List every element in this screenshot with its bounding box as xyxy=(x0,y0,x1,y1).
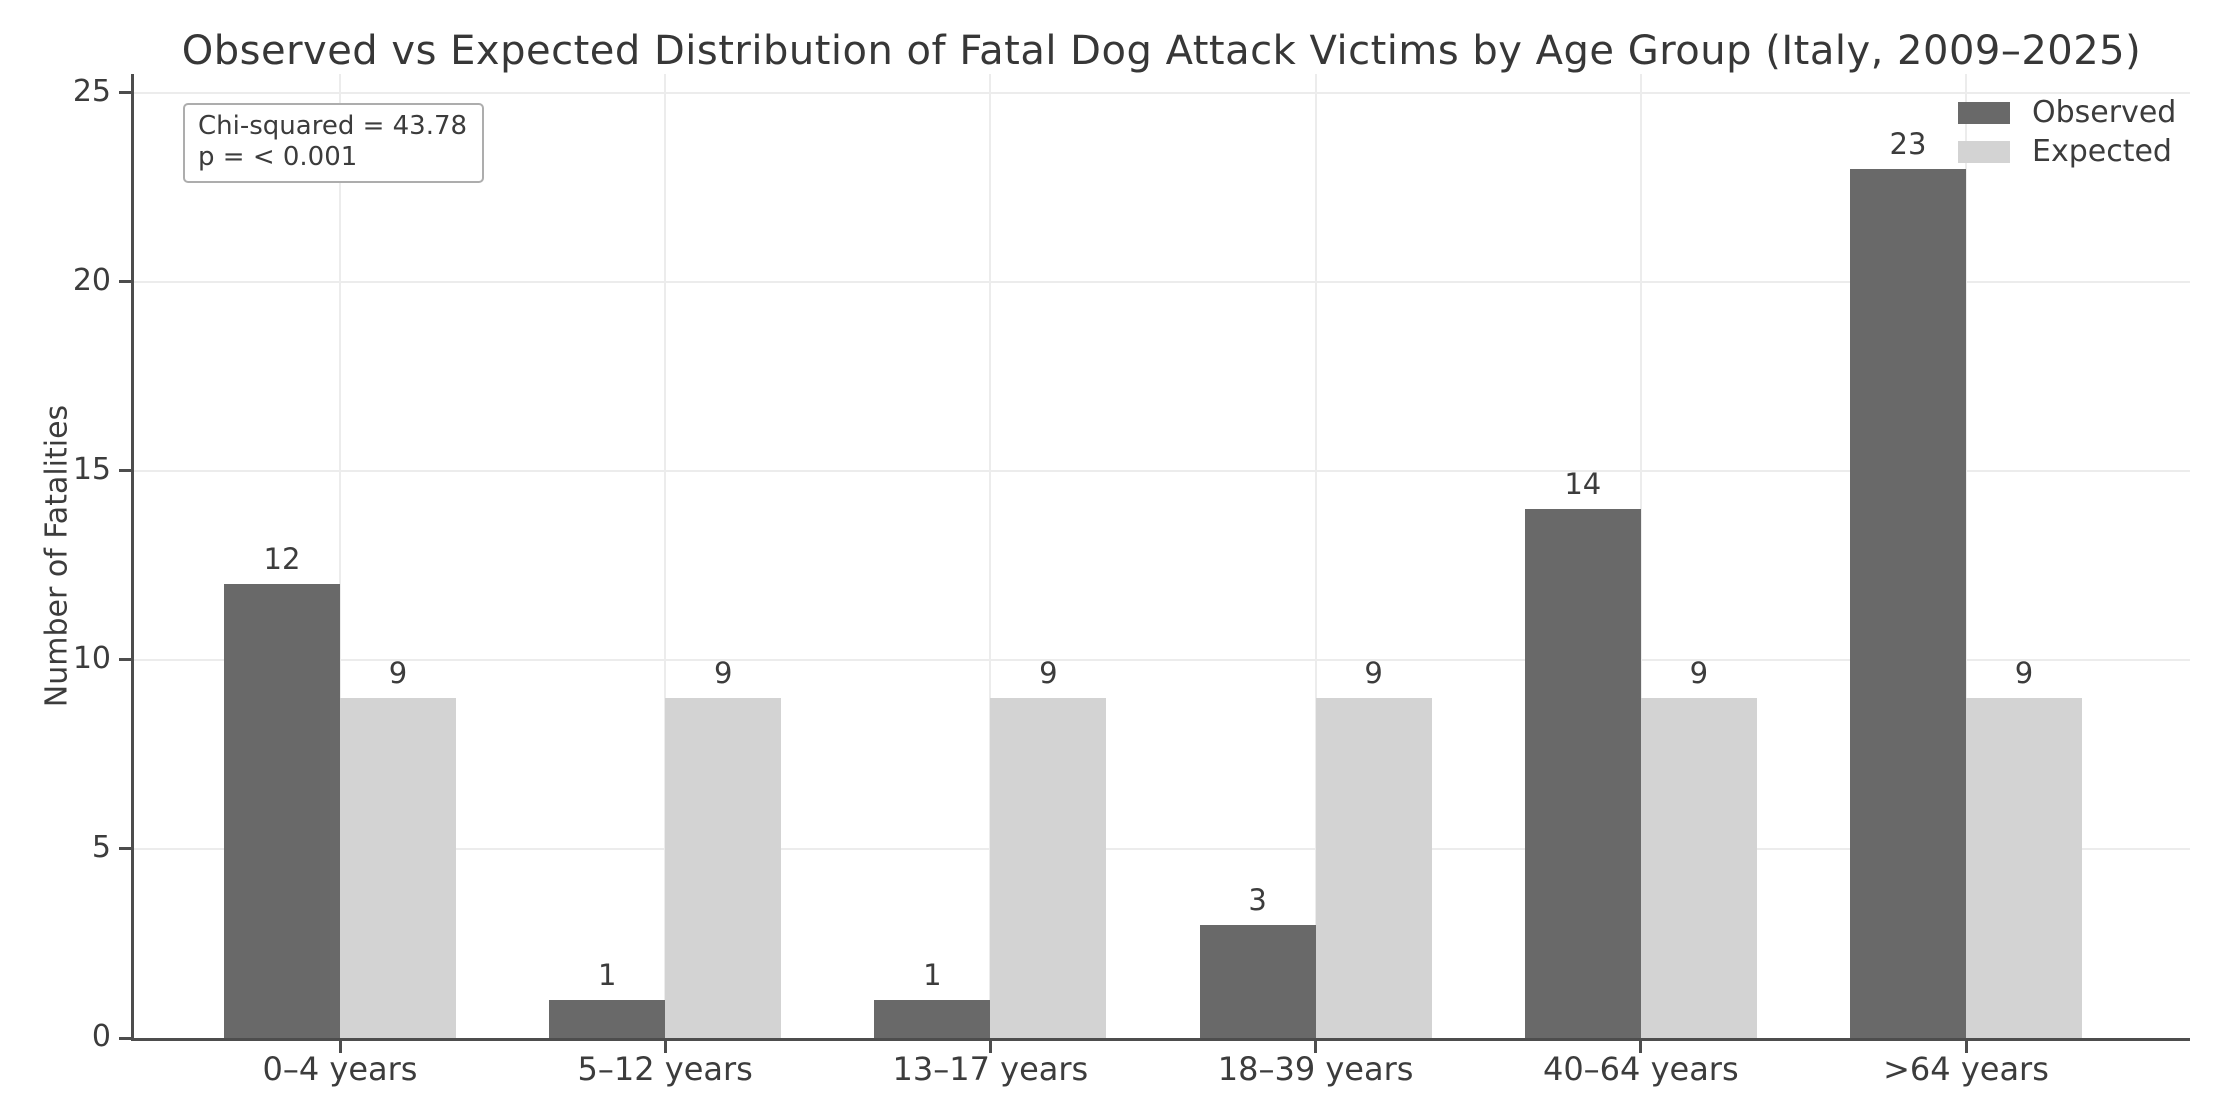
y-tick-label-0: 0 xyxy=(91,1019,111,1054)
y-tick-mark-25 xyxy=(119,91,131,95)
bar-value-label-observed-64-years: 23 xyxy=(1889,126,1927,161)
gridline-y-5 xyxy=(131,847,2190,850)
bar-expected-13-17-years xyxy=(990,697,1107,1038)
bar-value-label-observed-5-12-years: 1 xyxy=(597,958,617,993)
y-tick-label-5: 5 xyxy=(91,829,111,865)
bar-value-label-observed-18-39-years: 3 xyxy=(1248,882,1267,917)
legend-swatch-expected xyxy=(1958,141,2010,163)
gridline-x-5-12-years xyxy=(664,74,667,1038)
chart-title: Observed vs Expected Distribution of Fat… xyxy=(181,28,2142,74)
x-tick-mark-13-17-years xyxy=(988,1041,992,1053)
bar-expected-40-64-years xyxy=(1640,697,1757,1038)
y-tick-mark-5 xyxy=(119,847,131,851)
bar-value-label-expected-40-64-years: 9 xyxy=(1689,655,1709,690)
bar-expected-0-4-years xyxy=(340,697,456,1038)
y-tick-label-15: 15 xyxy=(72,451,111,487)
gridline-y-15 xyxy=(131,469,2190,472)
bar-observed-64-years xyxy=(1850,168,1966,1038)
bar-value-label-expected-0-4-years: 9 xyxy=(388,655,408,690)
y-axis-spine xyxy=(131,74,134,1041)
bar-value-label-observed-40-64-years: 14 xyxy=(1564,466,1602,501)
gridline-y-25 xyxy=(131,91,2190,94)
gridline-y-20 xyxy=(131,280,2190,283)
bar-value-label-expected-18-39-years: 9 xyxy=(1364,655,1383,690)
x-tick-label-13-17-years: 13–17 years xyxy=(892,1050,1089,1088)
y-tick-mark-10 xyxy=(119,658,131,662)
x-tick-label-64-years: >64 years xyxy=(1883,1050,2049,1088)
bar-observed-18-39-years xyxy=(1199,924,1316,1038)
bar-value-label-observed-0-4-years: 12 xyxy=(263,542,301,577)
x-axis-spine xyxy=(131,1038,2190,1041)
x-tick-label-18-39-years: 18–39 years xyxy=(1217,1050,1414,1088)
bar-expected-18-39-years xyxy=(1315,697,1432,1038)
y-tick-label-25: 25 xyxy=(72,73,111,109)
gridline-x-13-17-years xyxy=(989,74,992,1038)
y-tick-label-20: 20 xyxy=(72,262,111,298)
x-tick-mark-18-39-years xyxy=(1314,1041,1318,1053)
bar-value-label-expected-5-12-years: 9 xyxy=(713,655,733,690)
legend-swatch-observed xyxy=(1958,102,2010,124)
bar-value-label-observed-13-17-years: 1 xyxy=(923,958,942,993)
bar-expected-5-12-years xyxy=(665,697,782,1038)
x-tick-mark-40-64-years xyxy=(1639,1041,1643,1053)
legend-label-expected: Expected xyxy=(2032,134,2172,169)
legend-label-observed: Observed xyxy=(2032,95,2177,130)
gridline-x-40-64-years xyxy=(1639,74,1642,1038)
p-value-text: p = < 0.001 xyxy=(198,142,358,172)
legend-item-expected: Expected xyxy=(1958,137,2176,167)
x-tick-label-40-64-years: 40–64 years xyxy=(1542,1050,1739,1088)
gridline-x-64-years xyxy=(1965,74,1967,1038)
bar-value-label-expected-13-17-years: 9 xyxy=(1039,655,1058,690)
y-tick-label-10: 10 xyxy=(72,640,111,676)
x-tick-mark-5-12-years xyxy=(663,1041,667,1053)
x-tick-label-0-4-years: 0–4 years xyxy=(262,1050,418,1088)
legend: Observed Expected xyxy=(1958,98,2176,167)
y-tick-mark-0 xyxy=(119,1036,131,1040)
gridline-y-10 xyxy=(131,658,2190,661)
legend-item-observed: Observed xyxy=(1958,98,2176,128)
bar-observed-5-12-years xyxy=(549,1000,666,1038)
x-tick-mark-64-years xyxy=(1964,1041,1968,1053)
gridline-x-18-39-years xyxy=(1314,74,1317,1038)
bar-value-label-expected-64-years: 9 xyxy=(2014,655,2034,690)
x-tick-label-5-12-years: 5–12 years xyxy=(577,1050,753,1088)
gridline-x-0-4-years xyxy=(339,74,341,1038)
bar-expected-64-years xyxy=(1966,697,2082,1038)
x-tick-mark-0-4-years xyxy=(338,1041,342,1053)
y-tick-mark-20 xyxy=(119,280,131,284)
bar-observed-13-17-years xyxy=(874,1000,991,1038)
bar-observed-0-4-years xyxy=(224,584,340,1038)
y-tick-mark-15 xyxy=(119,469,131,473)
stats-annotation-box: Chi-squared = 43.78 p = < 0.001 xyxy=(183,103,485,183)
bar-observed-40-64-years xyxy=(1524,508,1641,1038)
chi-squared-text: Chi-squared = 43.78 xyxy=(198,111,468,141)
